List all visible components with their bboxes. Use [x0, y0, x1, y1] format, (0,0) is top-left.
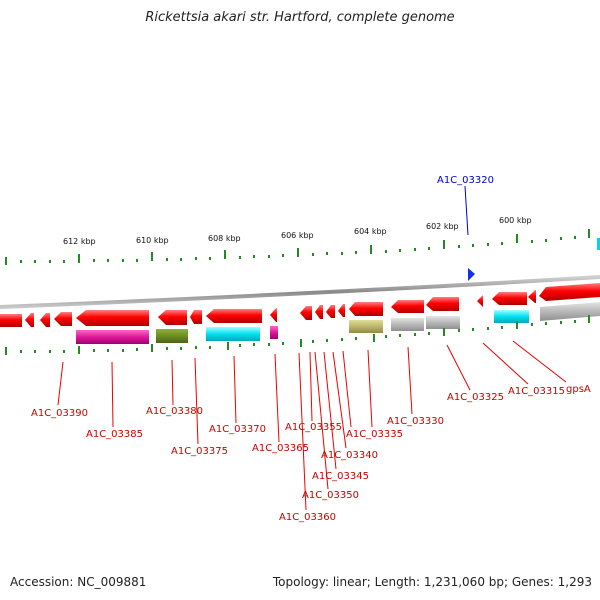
gene-marker-a1c-03320 [468, 268, 475, 281]
gene-arrow [315, 305, 323, 319]
gene-label-a1c-03390: A1C_03390 [31, 408, 88, 419]
scale-label: 610 kbp [136, 236, 169, 245]
cog-block-khaki [349, 320, 383, 333]
scale-track-lower [5, 315, 590, 355]
genome-summary-text: Topology: linear; Length: 1,231,060 bp; … [272, 575, 592, 589]
gene-arrow [270, 308, 277, 322]
gene-label-a1c-03345: A1C_03345 [312, 471, 369, 482]
scale-label: 612 kbp [63, 237, 96, 246]
scale-label: 600 kbp [499, 216, 532, 225]
cog-block-gray [426, 316, 460, 329]
gene-arrow [338, 304, 345, 317]
cog-track [76, 302, 600, 344]
gene-label-a1c-03335: A1C_03335 [346, 429, 403, 440]
gene-label-a1c-03360: A1C_03360 [279, 512, 336, 523]
cog-block-gray [540, 302, 600, 321]
scale-labels: 612 kbp 610 kbp 608 kbp 606 kbp 604 kbp … [63, 216, 532, 246]
gene-arrow [300, 306, 312, 320]
cog-block-cyan [494, 310, 529, 323]
gene-arrow [391, 300, 424, 313]
gene-arrow [477, 295, 483, 307]
gene-label-a1c-03380: A1C_03380 [146, 406, 203, 417]
gene-label-a1c-03350: A1C_03350 [302, 490, 359, 501]
gene-label-a1c-03365: A1C_03365 [252, 443, 309, 454]
gene-label-gpsa: gpsA [566, 384, 591, 395]
gene-arrow [326, 305, 335, 318]
cog-block-magenta [76, 330, 149, 344]
gene-arrow [528, 290, 536, 303]
genome-backbone [0, 275, 600, 309]
gene-label-a1c-03370: A1C_03370 [209, 424, 266, 435]
cog-block-olive [156, 329, 188, 343]
gene-callout-lines [57, 340, 567, 511]
scale-label: 608 kbp [208, 234, 241, 243]
accession-text: Accession: NC_009881 [10, 575, 147, 589]
gene-label-a1c-03330: A1C_03330 [387, 416, 444, 427]
gene-arrow [349, 302, 383, 316]
gene-arrow [76, 310, 149, 326]
top-gene-callout: A1C_03320 [437, 175, 494, 281]
gene-arrow [426, 297, 459, 311]
gene-label-a1c-03385: A1C_03385 [86, 429, 143, 440]
gene-arrow [25, 313, 34, 327]
gene-label-a1c-03355: A1C_03355 [285, 422, 342, 433]
gene-arrow [492, 292, 527, 305]
gene-label-a1c-03325: A1C_03325 [447, 392, 504, 403]
scale-label: 604 kbp [354, 227, 387, 236]
gene-arrow [158, 310, 187, 325]
gene-arrow [206, 309, 262, 323]
scale-label: 602 kbp [426, 222, 459, 231]
gene-label-a1c-03315: A1C_03315 [508, 386, 565, 397]
map-title: Rickettsia akari str. Hartford, complete… [145, 10, 455, 25]
gene-arrow [40, 313, 50, 327]
gene-arrow [0, 314, 22, 327]
scale-track-upper [5, 229, 600, 265]
gene-arrow [190, 310, 202, 324]
cog-block-gray [391, 318, 424, 331]
gene-label-a1c-03320: A1C_03320 [437, 175, 494, 186]
gene-arrow [54, 312, 72, 326]
cog-block-magenta [270, 326, 278, 339]
gene-track [0, 283, 600, 327]
gene-label-a1c-03375: A1C_03375 [171, 446, 228, 457]
scale-label: 606 kbp [281, 231, 314, 240]
cog-block-cyan [206, 327, 260, 341]
gene-labels: A1C_03390 A1C_03385 A1C_03380 A1C_03375 … [31, 384, 591, 523]
gene-label-a1c-03340: A1C_03340 [321, 450, 378, 461]
gene-arrow [539, 283, 600, 301]
